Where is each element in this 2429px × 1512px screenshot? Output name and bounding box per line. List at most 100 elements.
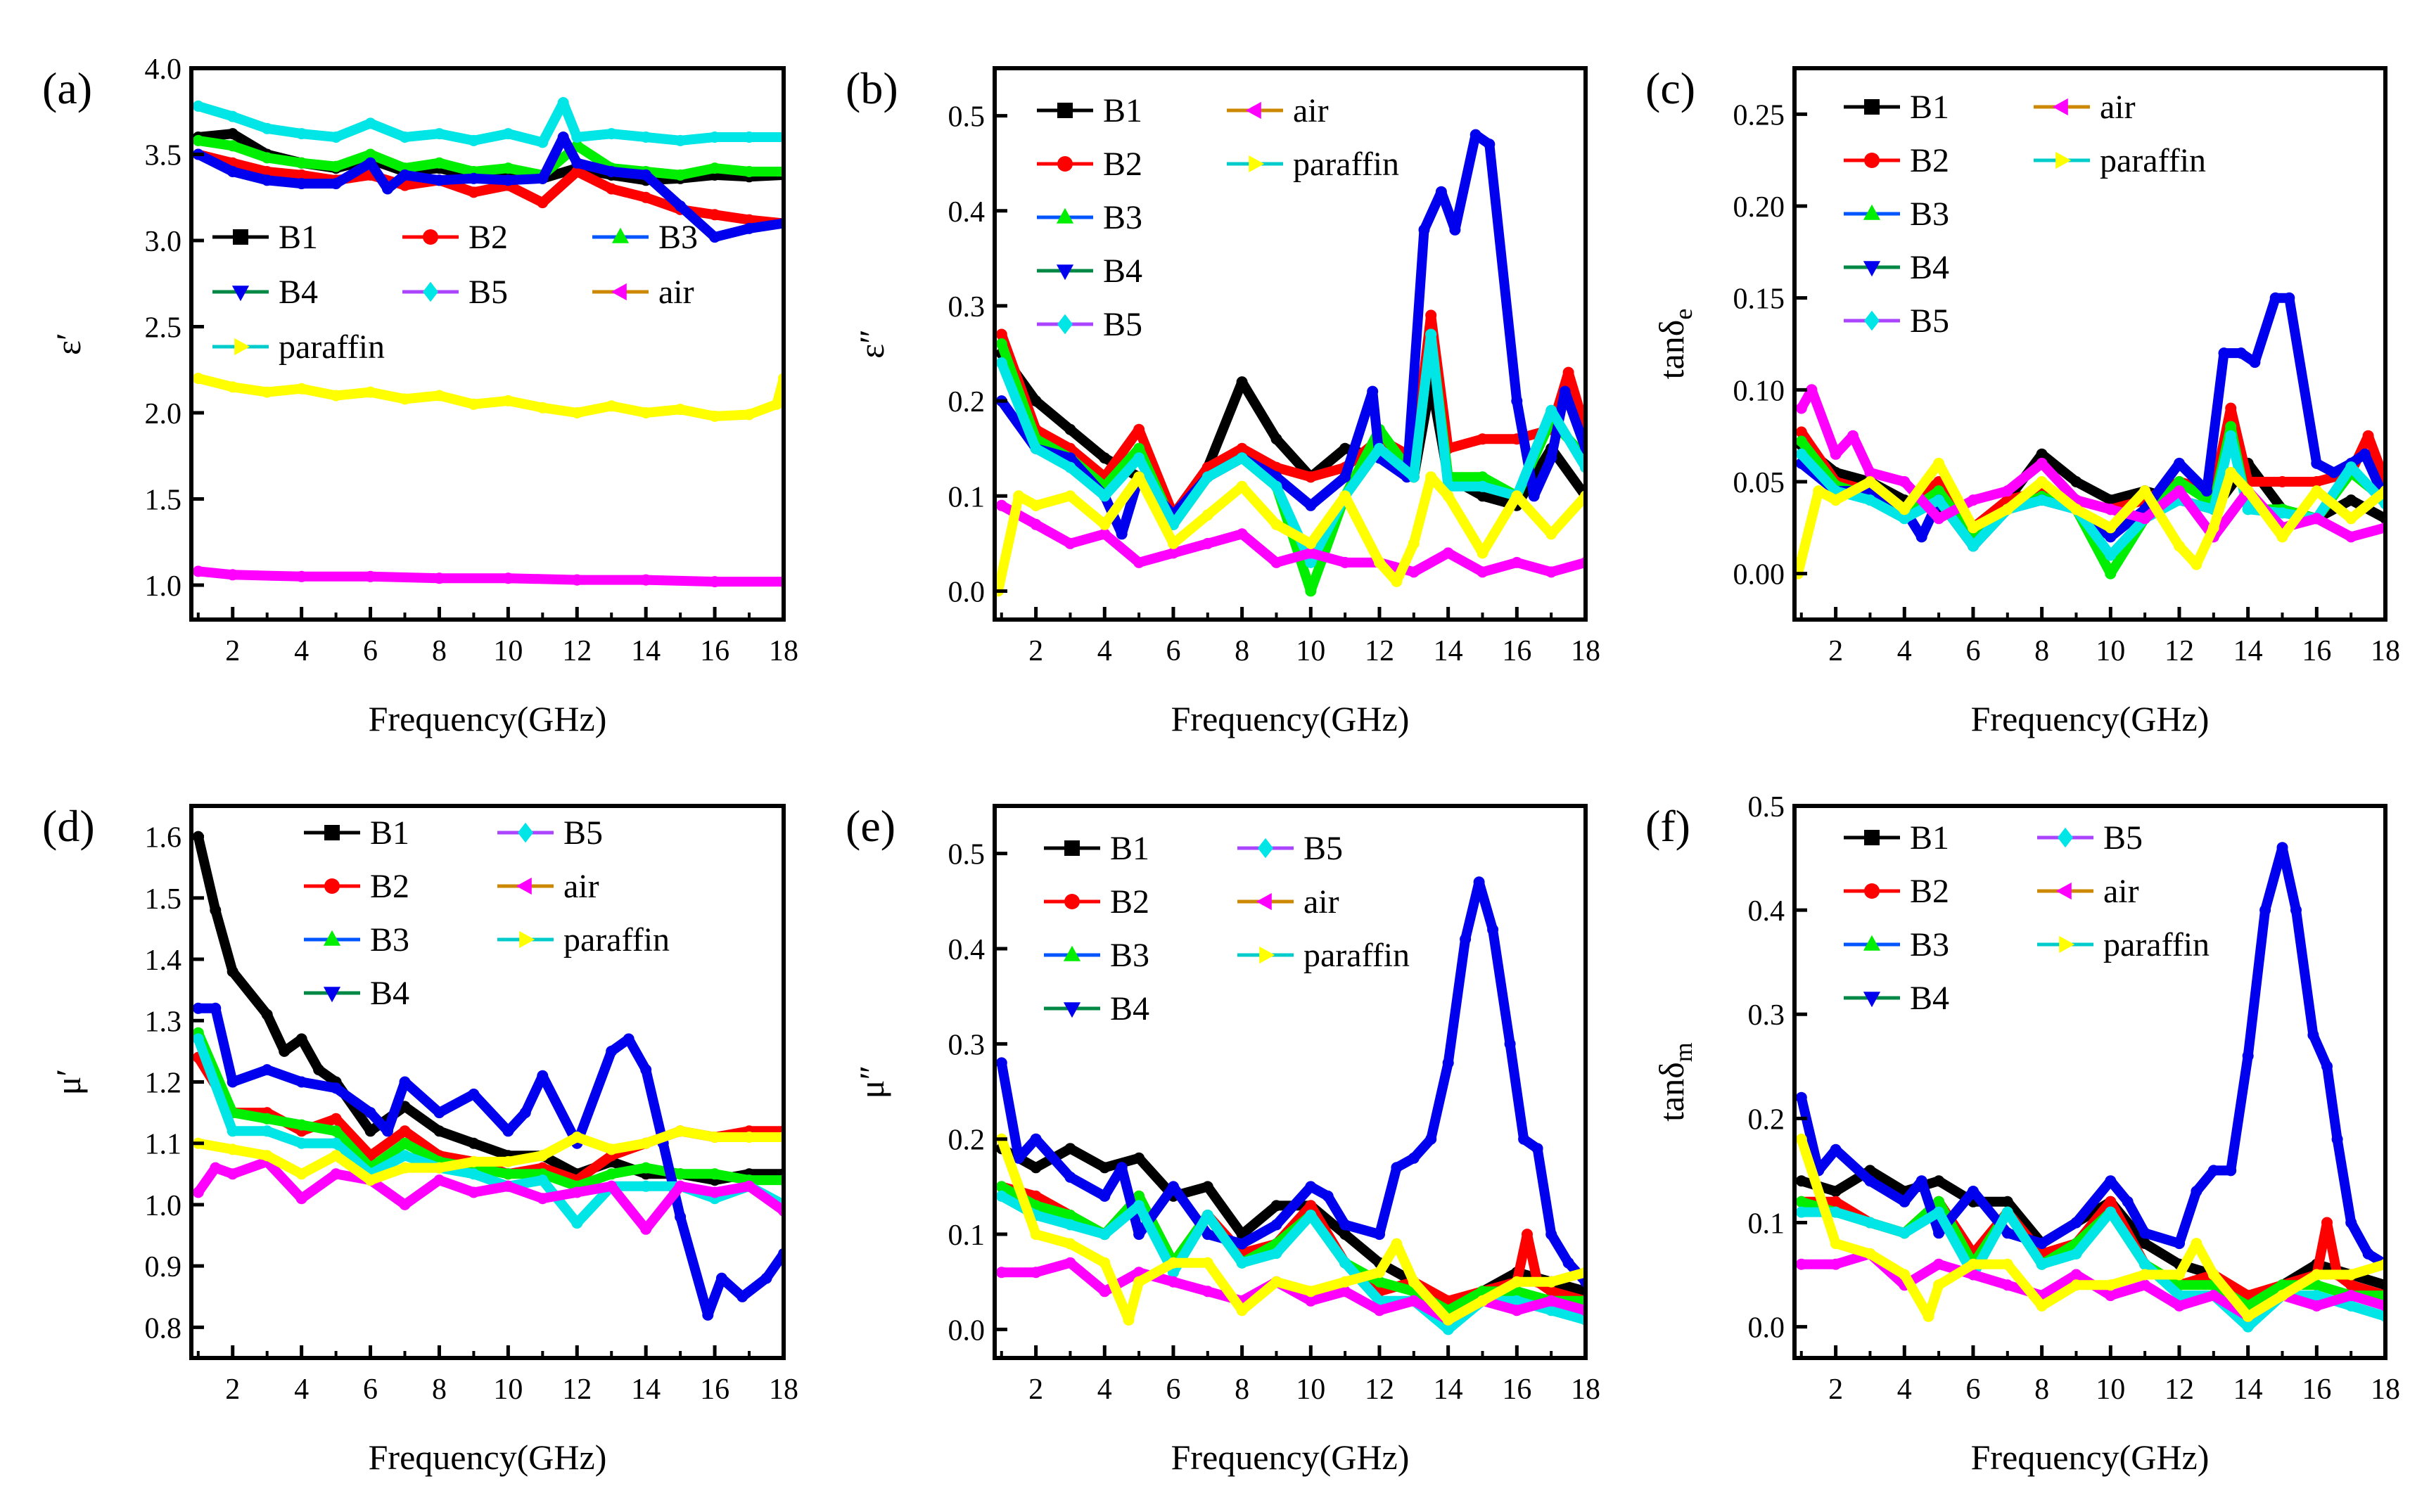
data-point-b1 (2001, 1196, 2013, 1207)
legend-item-b1: B1 (212, 219, 318, 256)
data-point-paraffin (2207, 522, 2219, 534)
legend-marker (611, 283, 627, 301)
data-point-b3 (295, 1119, 307, 1131)
data-point-paraffin (1099, 518, 1111, 530)
data-point-paraffin (1133, 471, 1145, 483)
data-point-b4 (1562, 1257, 1574, 1269)
data-point-b5 (1408, 471, 1420, 483)
data-point-b4 (1511, 395, 1523, 407)
data-point-b5 (2139, 1258, 2151, 1270)
data-point-air (1899, 476, 1911, 487)
legend-marker (611, 227, 630, 243)
data-point-paraffin (1339, 490, 1351, 502)
series-line-b3 (193, 135, 784, 180)
x-tick-label: 14 (2233, 635, 2263, 667)
data-point-b5 (1305, 1210, 1317, 1221)
data-point-air (1064, 1257, 1076, 1269)
y-tick-label: 0.2 (948, 1125, 986, 1157)
data-point-air (2001, 1279, 2013, 1291)
data-point-b1 (468, 1137, 480, 1149)
data-point-b5 (1064, 461, 1076, 473)
y-tick-label: 3.5 (145, 140, 182, 172)
data-point-b1 (1236, 376, 1248, 388)
data-point-paraffin (675, 404, 687, 416)
y-tick-label: 3.0 (145, 226, 182, 258)
legend-item-b2: B2 (402, 219, 508, 256)
data-point-paraffin (1270, 518, 1282, 530)
x-tick-label: 2 (1028, 635, 1043, 667)
legend-label: paraffin (279, 328, 385, 366)
data-point-paraffin (1933, 1279, 1945, 1291)
data-point-b4 (1442, 1057, 1454, 1069)
data-point-air (210, 1162, 222, 1174)
data-point-b4 (1484, 139, 1496, 150)
legend-item-b5: B5 (1037, 306, 1142, 343)
legend-label: B3 (1103, 199, 1142, 236)
data-point-air (675, 1180, 687, 1192)
data-point-b1 (1270, 1200, 1282, 1212)
data-point-paraffin (330, 390, 342, 402)
data-point-b4 (2191, 1186, 2202, 1197)
data-point-b1 (1339, 1229, 1351, 1241)
y-tick-label: 0.4 (1748, 895, 1785, 928)
panel-label: (d) (42, 801, 95, 851)
data-point-b4 (995, 1057, 1007, 1069)
data-point-b4 (364, 1107, 376, 1119)
data-point-b4 (210, 1002, 222, 1014)
data-point-paraffin (1864, 476, 1876, 487)
data-point-b4 (640, 169, 652, 181)
data-point-b5 (502, 128, 514, 140)
legend-marker (1245, 101, 1261, 120)
data-point-paraffin (468, 398, 480, 410)
data-point-b5 (364, 117, 376, 129)
data-point-b1 (1201, 1181, 1213, 1193)
data-point-b4 (2235, 347, 2247, 359)
data-point-b3 (261, 1113, 273, 1125)
y-tick-label: 1.4 (145, 944, 182, 977)
data-point-air (1806, 384, 1818, 396)
x-tick-label: 12 (562, 635, 592, 667)
data-point-paraffin (709, 410, 721, 422)
data-point-b3 (227, 140, 238, 152)
data-point-air (192, 565, 204, 577)
data-point-b2 (1522, 1229, 1533, 1241)
data-point-b3 (1795, 1196, 1807, 1207)
data-point-b2 (571, 166, 583, 177)
data-point-paraffin (433, 1162, 445, 1174)
data-point-air (2139, 513, 2151, 525)
data-point-b4 (1899, 1196, 1911, 1207)
data-point-paraffin (1477, 1295, 1488, 1307)
legend-item-b2: B2 (1844, 142, 1949, 179)
x-tick-label: 18 (2371, 1373, 2400, 1406)
x-tick-label: 6 (1166, 1373, 1180, 1406)
x-tick-label: 12 (2165, 635, 2194, 667)
data-point-air (468, 1186, 480, 1198)
panel-e: 2 4 6 8 10 12 14 16 18 0.0 0.1 0.2 0.3 0.4 0.5 Frequenc… (846, 801, 1600, 1477)
data-point-b5 (675, 134, 687, 146)
data-point-air (502, 572, 514, 584)
data-point-b1 (279, 1045, 291, 1057)
data-point-b3 (1133, 1190, 1145, 1202)
data-point-air (364, 570, 376, 582)
data-point-b3 (399, 1137, 411, 1149)
data-point-paraffin (1795, 1134, 1807, 1145)
data-point-b1 (1030, 395, 1042, 407)
x-tick-label: 2 (225, 635, 240, 667)
y-tick-label: 1.6 (145, 822, 182, 854)
data-point-b1 (1133, 1152, 1145, 1164)
data-point-paraffin (1545, 1276, 1557, 1288)
data-point-b2 (709, 209, 721, 221)
legend-marker (1063, 945, 1081, 961)
series-group (1795, 842, 2385, 1333)
legend-marker (323, 987, 341, 1003)
data-point-paraffin (227, 1143, 238, 1155)
data-point-b3 (1374, 1276, 1385, 1288)
data-point-b4 (433, 174, 445, 186)
data-point-b1 (2105, 494, 2117, 506)
legend-label: air (1303, 883, 1339, 921)
data-point-b5 (1425, 328, 1437, 340)
data-point-b5 (295, 128, 307, 140)
data-point-b5 (295, 1137, 307, 1149)
data-point-paraffin (675, 1125, 687, 1137)
x-tick-label: 8 (432, 1373, 447, 1406)
